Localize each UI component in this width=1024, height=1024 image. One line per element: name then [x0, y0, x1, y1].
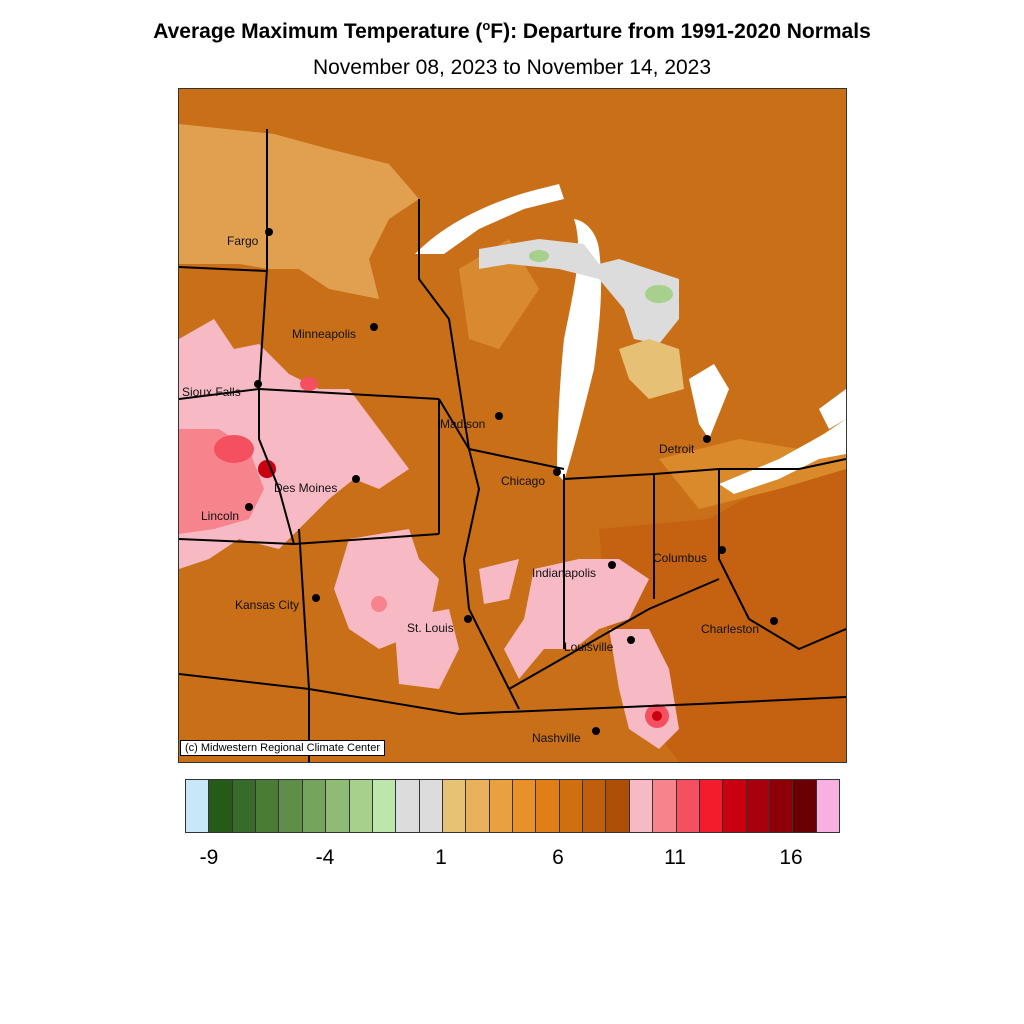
city-label-columbus: Columbus — [653, 551, 707, 565]
city-label-minneapolis: Minneapolis — [292, 327, 356, 341]
city-label-chicago: Chicago — [501, 474, 545, 488]
below-normal-patch — [529, 250, 549, 262]
city-dot — [265, 228, 273, 236]
city-dot — [703, 435, 711, 443]
city-dot — [718, 546, 726, 554]
legend-swatch — [326, 780, 350, 832]
legend-swatch — [653, 780, 677, 832]
lake-ontario-edge — [819, 389, 846, 429]
city-dot — [245, 503, 253, 511]
legend-swatch — [279, 780, 303, 832]
map-title: Average Maximum Temperature (oF): Depart… — [153, 18, 871, 43]
lake-erie — [719, 419, 846, 494]
legend-swatch — [583, 780, 607, 832]
city-label-madison: Madison — [440, 417, 485, 431]
legend-tick-label: -4 — [315, 846, 335, 869]
legend-swatch — [232, 780, 257, 832]
legend-swatch — [536, 780, 560, 832]
city-dot — [608, 561, 616, 569]
lake-michigan — [557, 219, 602, 481]
below-normal-patch — [645, 285, 673, 303]
city-label-st-louis: St. Louis — [407, 621, 454, 635]
city-dot — [495, 412, 503, 420]
legend-swatch — [466, 780, 490, 832]
city-label-kansas-city: Kansas City — [235, 598, 299, 612]
city-label-sioux-falls: Sioux Falls — [182, 385, 241, 399]
city-label-detroit: Detroit — [659, 442, 695, 456]
hotspot — [652, 711, 662, 721]
city-dot — [312, 594, 320, 602]
legend-swatch — [442, 780, 467, 832]
hotspot — [371, 596, 387, 612]
legend-tick-label: -9 — [199, 846, 219, 869]
legend-swatch — [186, 780, 210, 832]
legend-swatch — [629, 780, 654, 832]
city-dot — [370, 323, 378, 331]
legend-tick-label: 6 — [552, 846, 564, 869]
legend-swatch — [302, 780, 327, 832]
legend-swatch — [489, 780, 514, 832]
city-dot — [770, 617, 778, 625]
city-dot — [627, 636, 635, 644]
hotspot — [214, 435, 254, 463]
lower-michigan-mild — [619, 339, 684, 399]
legend-swatch — [349, 780, 373, 832]
city-label-charleston: Charleston — [701, 622, 759, 636]
ohio-lighter-zone — [659, 419, 846, 509]
legend-swatch — [746, 780, 770, 832]
legend-tick-label: 11 — [664, 846, 686, 869]
legend-swatch — [209, 780, 233, 832]
legend-swatch — [256, 780, 280, 832]
city-dot — [254, 380, 262, 388]
legend-swatch — [816, 780, 840, 832]
legend-swatch — [372, 780, 397, 832]
hotspot — [300, 377, 318, 391]
city-dot — [352, 475, 360, 483]
legend-swatch — [559, 780, 584, 832]
city-label-lincoln: Lincoln — [201, 509, 239, 523]
map-subtitle: November 08, 2023 to November 14, 2023 — [312, 56, 712, 79]
legend-swatch — [606, 780, 630, 832]
legend-swatch — [676, 780, 700, 832]
temperature-map: Fargo Minneapolis Sioux Falls Madison De… — [179, 89, 846, 762]
city-label-nashville: Nashville — [532, 731, 581, 745]
city-label-fargo: Fargo — [227, 234, 259, 248]
st-louis-pink — [394, 609, 459, 689]
city-label-louisville: Louisville — [564, 640, 614, 654]
legend-tick-label: 1 — [435, 846, 447, 869]
legend-swatch — [396, 780, 420, 832]
legend-tick-label: 16 — [779, 846, 803, 869]
city-label-indianapolis: Indianapolis — [532, 566, 596, 580]
hotspot — [258, 460, 276, 478]
lake-superior — [415, 184, 564, 254]
legend-swatch — [513, 780, 537, 832]
near-normal-upper-michigan — [479, 239, 679, 344]
city-markers: Fargo Minneapolis Sioux Falls Madison De… — [182, 228, 778, 745]
northern-plains-moderate-zone — [179, 124, 419, 299]
legend-swatch — [699, 780, 724, 832]
lake-huron — [689, 364, 729, 439]
legend-swatch — [793, 780, 817, 832]
city-dot — [592, 727, 600, 735]
city-dot — [464, 615, 472, 623]
indiana-kentucky-pink — [504, 559, 649, 679]
credit-label: (c) Midwestern Regional Climate Center — [180, 740, 386, 756]
legend-swatch — [419, 780, 443, 832]
city-dot — [553, 468, 561, 476]
map-panel: Fargo Minneapolis Sioux Falls Madison De… — [178, 88, 847, 763]
illinois-pink — [479, 559, 519, 604]
legend-swatch — [723, 780, 747, 832]
legend-swatch — [769, 780, 794, 832]
city-label-des-moines: Des Moines — [274, 481, 337, 495]
color-legend — [185, 779, 840, 833]
state-borders — [179, 129, 846, 762]
